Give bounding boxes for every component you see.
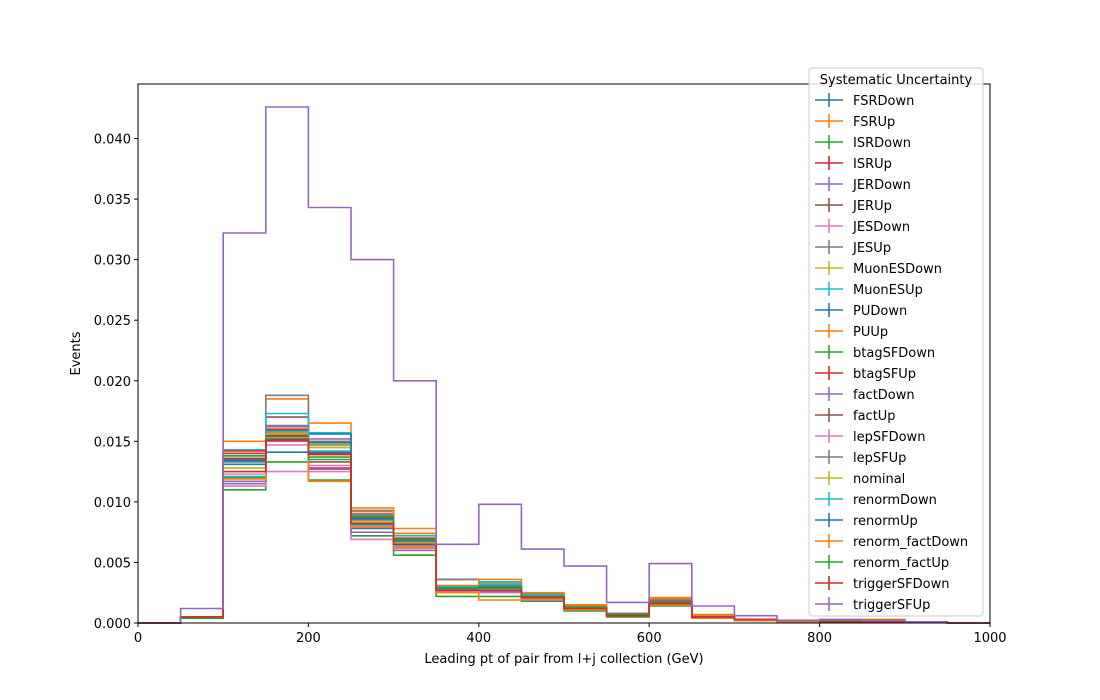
legend-label: renorm_factDown [853,535,968,550]
legend-entry-factUp: factUp [815,408,896,424]
legend-entry-btagSFUp: btagSFUp [815,366,916,382]
legend-label: lepSFUp [853,451,906,466]
legend-label: nominal [853,472,905,487]
legend-label: ISRDown [853,136,911,151]
y-tick-label: 0.035 [94,193,131,208]
x-tick-label: 800 [807,631,832,646]
legend-entry-renorm_factUp: renorm_factUp [815,555,949,571]
legend-entry-renormUp: renormUp [815,513,918,529]
x-tick-label: 0 [134,631,142,646]
legend-entry-lepSFUp: lepSFUp [815,450,906,466]
legend-title: Systematic Uncertainty [820,73,973,88]
legend-label: factDown [853,388,915,403]
legend-label: MuonESUp [853,283,923,298]
legend-entry-PUDown: PUDown [815,303,907,319]
legend-label: btagSFDown [853,346,935,361]
y-tick-label: 0.005 [94,556,131,571]
x-tick-label: 400 [466,631,491,646]
legend-entry-FSRDown: FSRDown [815,93,914,109]
legend-box [808,67,984,617]
legend-entry-lepSFDown: lepSFDown [815,429,925,445]
series-line-renorm_factDown [138,436,990,624]
legend-entry-PUUp: PUUp [815,324,888,340]
legend-label: PUDown [853,304,907,319]
y-tick-label: 0.000 [94,617,131,632]
legend-entries: FSRDown FSRUp ISRDown ISRUp JERDown JERUp JESD… [815,93,968,613]
legend-entry-MuonESUp: MuonESUp [815,282,923,298]
series-layer [138,106,990,624]
legend-entry-renormDown: renormDown [815,492,937,508]
series-line-triggerSFUp [138,106,990,624]
legend-entry-JERUp: JERUp [815,198,892,214]
legend-entry-btagSFDown: btagSFDown [815,345,935,361]
y-tick-label: 0.040 [94,133,131,148]
legend-entry-JESDown: JESDown [815,219,910,235]
legend-entry-JESUp: JESUp [815,240,891,256]
legend-label: JESUp [852,241,891,256]
legend-entry-JERDown: JERDown [815,177,911,193]
legend-label: JERUp [852,199,892,214]
legend-entry-triggerSFUp: triggerSFUp [815,597,930,613]
legend-label: MuonESDown [853,262,942,277]
y-tick-label: 0.030 [94,254,131,269]
legend-label: lepSFDown [853,430,925,445]
legend: Systematic Uncertainty FSRDown FSRUp ISRDo… [808,67,984,617]
legend-label: factUp [853,409,896,424]
x-tick-label: 1000 [973,631,1006,646]
legend-label: ISRUp [853,157,892,172]
legend-label: triggerSFUp [853,598,930,613]
x-tick-label: 600 [637,631,662,646]
legend-label: FSRDown [853,94,914,109]
legend-entry-factDown: factDown [815,387,915,403]
legend-label: renorm_factUp [853,556,949,571]
legend-label: JERDown [852,178,911,193]
y-tick-label: 0.025 [94,314,131,329]
legend-label: triggerSFDown [853,577,949,592]
legend-entry-MuonESDown: MuonESDown [815,261,942,277]
plot-frame [137,83,991,624]
legend-entry-FSRUp: FSRUp [815,114,895,130]
legend-entry-nominal: nominal [815,471,905,487]
y-axis: 0.000 0.005 0.010 0.015 0.020 0.025 0.030 0.035… [94,133,138,632]
legend-label: FSRUp [853,115,895,130]
legend-entry-ISRDown: ISRDown [815,135,911,151]
x-tick-label: 200 [296,631,321,646]
legend-entry-ISRUp: ISRUp [815,156,892,172]
legend-entry-triggerSFDown: triggerSFDown [815,576,949,592]
legend-label: renormUp [853,514,918,529]
y-tick-label: 0.010 [94,496,131,511]
legend-label: JESDown [852,220,910,235]
y-tick-label: 0.015 [94,435,131,450]
y-tick-label: 0.020 [94,375,131,390]
legend-entry-renorm_factDown: renorm_factDown [815,534,968,550]
x-axis: 0 200 400 600 800 1000 [134,623,1007,646]
y-axis-title: Events [69,331,84,375]
legend-label: btagSFUp [853,367,916,382]
x-axis-title: Leading pt of pair from l+j collection (… [424,652,703,667]
legend-label: PUUp [853,325,888,340]
legend-label: renormDown [853,493,937,508]
